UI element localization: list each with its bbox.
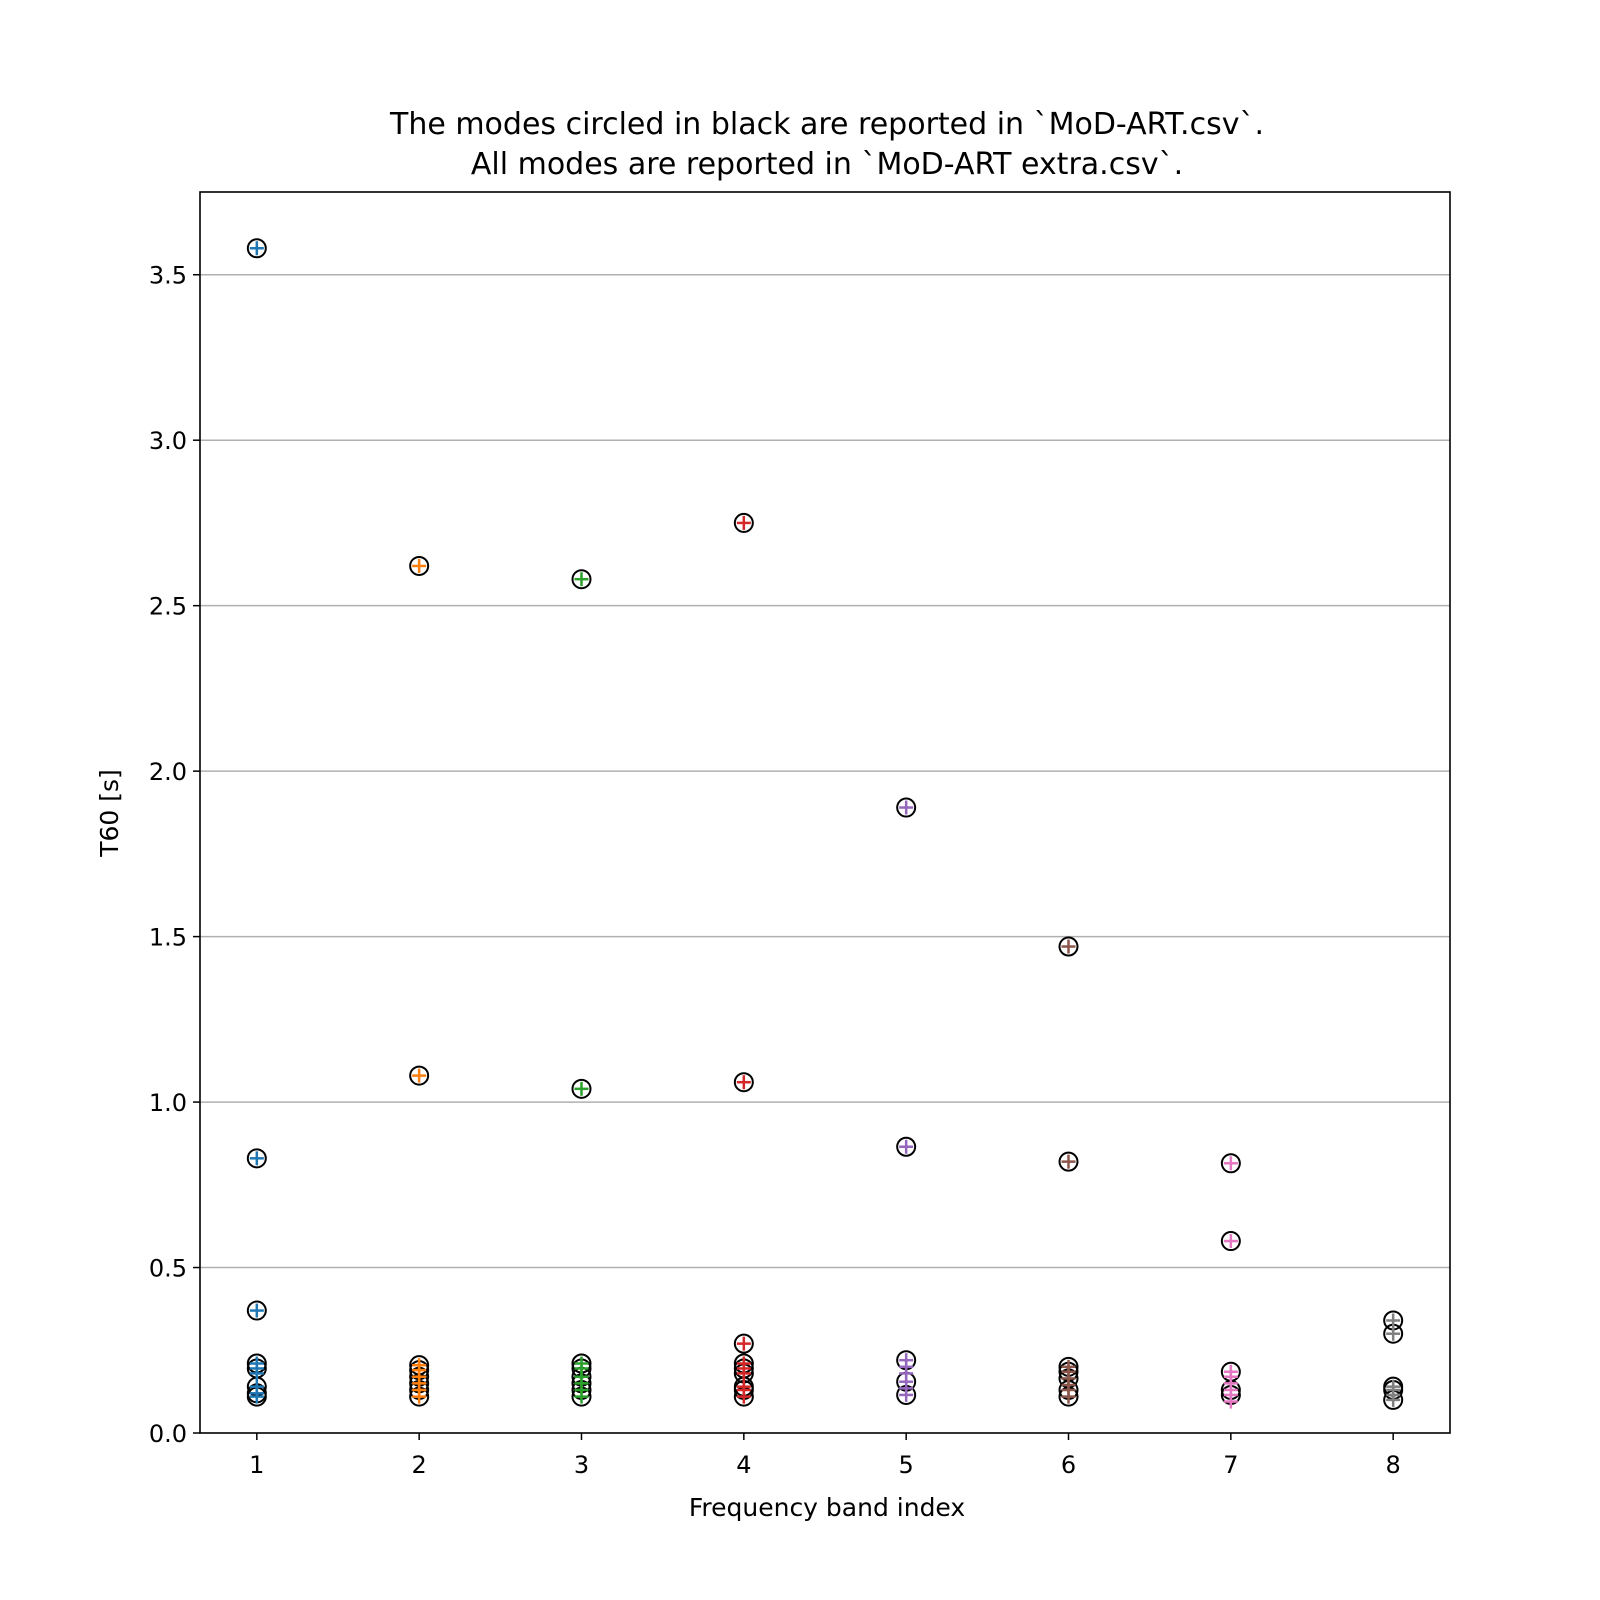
mode-point	[1061, 1154, 1076, 1169]
mode-point	[899, 1387, 914, 1402]
y-tick-label: 3.0	[149, 427, 187, 455]
y-tick-label: 1.0	[149, 1089, 187, 1117]
y-axis-ticks: 0.0 0.5 1.0 1.5 2.0 2.5 3.0 3.5	[149, 262, 200, 1448]
mode-point	[574, 1389, 589, 1404]
mode-point	[574, 1081, 589, 1096]
x-tick-label: 7	[1223, 1451, 1238, 1479]
data-points	[246, 238, 1404, 1410]
mode-point	[736, 1366, 751, 1381]
y-tick-label: 0.0	[149, 1420, 187, 1448]
mode-point	[899, 800, 914, 815]
mode-point	[1223, 1156, 1238, 1171]
y-tick-label: 1.5	[149, 924, 187, 952]
circled-mode-marker	[1220, 1231, 1241, 1252]
circled-mode-marker	[733, 1333, 754, 1354]
x-tick-label: 5	[899, 1451, 914, 1479]
mode-point	[412, 1068, 427, 1083]
circled-mode-marker	[246, 238, 267, 259]
circled-mode-marker	[733, 1072, 754, 1093]
circled-mode-marker	[896, 797, 917, 818]
x-tick-label: 4	[736, 1451, 751, 1479]
mode-point	[1223, 1394, 1238, 1409]
plot-frame	[199, 191, 1451, 1434]
mode-point	[249, 1151, 264, 1166]
circled-mode-marker	[1220, 1153, 1241, 1174]
mode-point	[736, 515, 751, 530]
circled-mode-marker	[246, 1148, 267, 1169]
circled-mode-marker	[733, 512, 754, 533]
y-tick-label: 2.5	[149, 593, 187, 621]
x-tick-label: 8	[1386, 1451, 1401, 1479]
mode-point	[1223, 1234, 1238, 1249]
chart-title-line-2: All modes are reported in `MoD-ART extra…	[471, 147, 1183, 182]
y-tick-label: 3.5	[149, 262, 187, 290]
mode-point	[412, 558, 427, 573]
x-tick-label: 6	[1061, 1451, 1076, 1479]
mode-point	[899, 1139, 914, 1154]
circled-mode-marker	[571, 569, 592, 590]
mode-point	[736, 1336, 751, 1351]
circled-mode-marker	[571, 1078, 592, 1099]
x-axis-label: Frequency band index	[689, 1493, 965, 1522]
x-axis-ticks: 1 2 3 4 5 6 7 8	[249, 1433, 1401, 1479]
mode-point	[736, 1389, 751, 1404]
y-axis-label: T60 [s]	[95, 769, 124, 858]
circled-mode-marker	[246, 1300, 267, 1321]
mode-point	[736, 1075, 751, 1090]
y-tick-label: 0.5	[149, 1255, 187, 1283]
circled-mode-marker	[409, 1065, 430, 1086]
gridlines	[200, 273, 1450, 1269]
circled-mode-marker	[1058, 1151, 1079, 1172]
x-tick-label: 2	[412, 1451, 427, 1479]
circled-mode-marker	[1058, 936, 1079, 957]
mode-point	[249, 1389, 264, 1404]
mode-point	[249, 1303, 264, 1318]
mode-point	[249, 1366, 264, 1381]
mode-point	[412, 1389, 427, 1404]
circled-mode-marker	[896, 1136, 917, 1157]
mode-point	[574, 572, 589, 587]
mode-point	[1061, 1389, 1076, 1404]
chart-title-line-1: The modes circled in black are reported …	[389, 107, 1264, 142]
circled-mode-marker	[409, 555, 430, 576]
mode-point	[1386, 1326, 1401, 1341]
x-tick-label: 1	[249, 1451, 264, 1479]
mode-point	[249, 241, 264, 256]
x-tick-label: 3	[574, 1451, 589, 1479]
y-tick-label: 2.0	[149, 758, 187, 786]
mode-point	[1386, 1313, 1401, 1328]
mode-point	[1061, 939, 1076, 954]
mode-point	[1386, 1392, 1401, 1407]
